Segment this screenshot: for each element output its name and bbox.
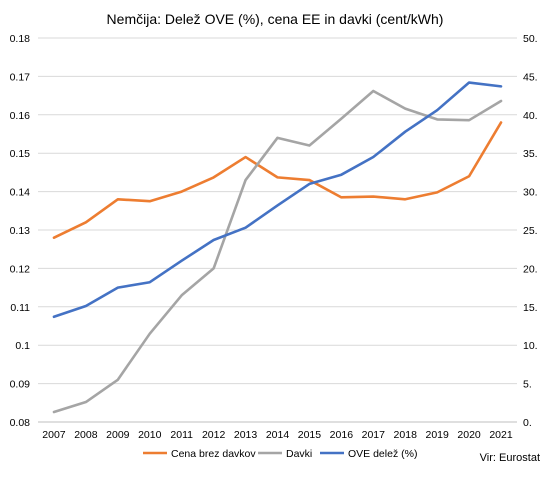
left-tick-label: 0.18	[10, 33, 31, 45]
left-tick-label: 0.09	[10, 379, 31, 391]
left-tick-label: 0.08	[10, 417, 31, 429]
x-tick-label: 2019	[425, 429, 449, 441]
left-tick-label: 0.11	[10, 302, 30, 314]
legend-label: Cena brez davkov	[171, 448, 256, 460]
x-tick-label: 2012	[202, 429, 226, 441]
right-tick-label: 0.	[523, 417, 532, 429]
left-tick-label: 0.12	[10, 263, 31, 275]
legend-label: OVE delež (%)	[348, 448, 417, 460]
x-tick-label: 2014	[266, 429, 290, 441]
left-tick-label: 0.14	[10, 187, 31, 199]
chart-title: Nemčija: Delež OVE (%), cena EE in davki…	[107, 11, 444, 27]
x-tick-label: 2021	[489, 429, 513, 441]
x-tick-label: 2008	[74, 429, 98, 441]
legend-label: Davki	[286, 448, 312, 460]
left-tick-label: 0.16	[10, 110, 31, 122]
right-tick-label: 50.	[523, 33, 538, 45]
x-tick-label: 2010	[138, 429, 162, 441]
source-note: Vir: Eurostat	[480, 452, 540, 464]
x-tick-label: 2018	[394, 429, 418, 441]
right-tick-label: 20.	[523, 263, 538, 275]
left-tick-label: 0.1	[15, 340, 30, 352]
left-tick-label: 0.17	[10, 71, 31, 83]
right-tick-label: 5.	[523, 379, 532, 391]
x-tick-label: 2015	[298, 429, 322, 441]
x-axis: 2007 2008 2009 2010 2011 2012 2013 2014 2015 2016…	[38, 421, 517, 441]
series-line-2	[52, 81, 503, 319]
legend: Cena brez davkov Davki OVE delež (%)	[143, 448, 417, 460]
left-tick-label: 0.13	[10, 225, 31, 237]
right-tick-label: 30.	[523, 187, 538, 199]
x-tick-label: 2016	[330, 429, 354, 441]
right-tick-label: 25.	[523, 225, 538, 237]
x-tick-label: 2020	[457, 429, 481, 441]
x-tick-label: 2009	[106, 429, 130, 441]
x-tick-label: 2007	[42, 429, 66, 441]
right-axis: 0. 5. 10. 15. 20. 25. 30. 35. 40. 45. 50.	[523, 33, 538, 429]
x-tick-label: 2011	[170, 429, 193, 441]
series-line-0	[52, 121, 503, 239]
left-axis: 0.08 0.09 0.1 0.11 0.12 0.13 0.14 0.15 0.16 0.17 0…	[10, 33, 31, 429]
right-tick-label: 15.	[523, 302, 538, 314]
right-tick-label: 40.	[523, 110, 538, 122]
x-tick-label: 2017	[362, 429, 386, 441]
right-tick-label: 45.	[523, 71, 538, 83]
right-tick-label: 10.	[523, 340, 538, 352]
gridlines	[38, 37, 517, 423]
series-line-1	[52, 89, 503, 414]
right-tick-label: 35.	[523, 148, 538, 160]
left-tick-label: 0.15	[10, 148, 31, 160]
x-tick-label: 2013	[234, 429, 258, 441]
series-lines	[52, 81, 503, 414]
